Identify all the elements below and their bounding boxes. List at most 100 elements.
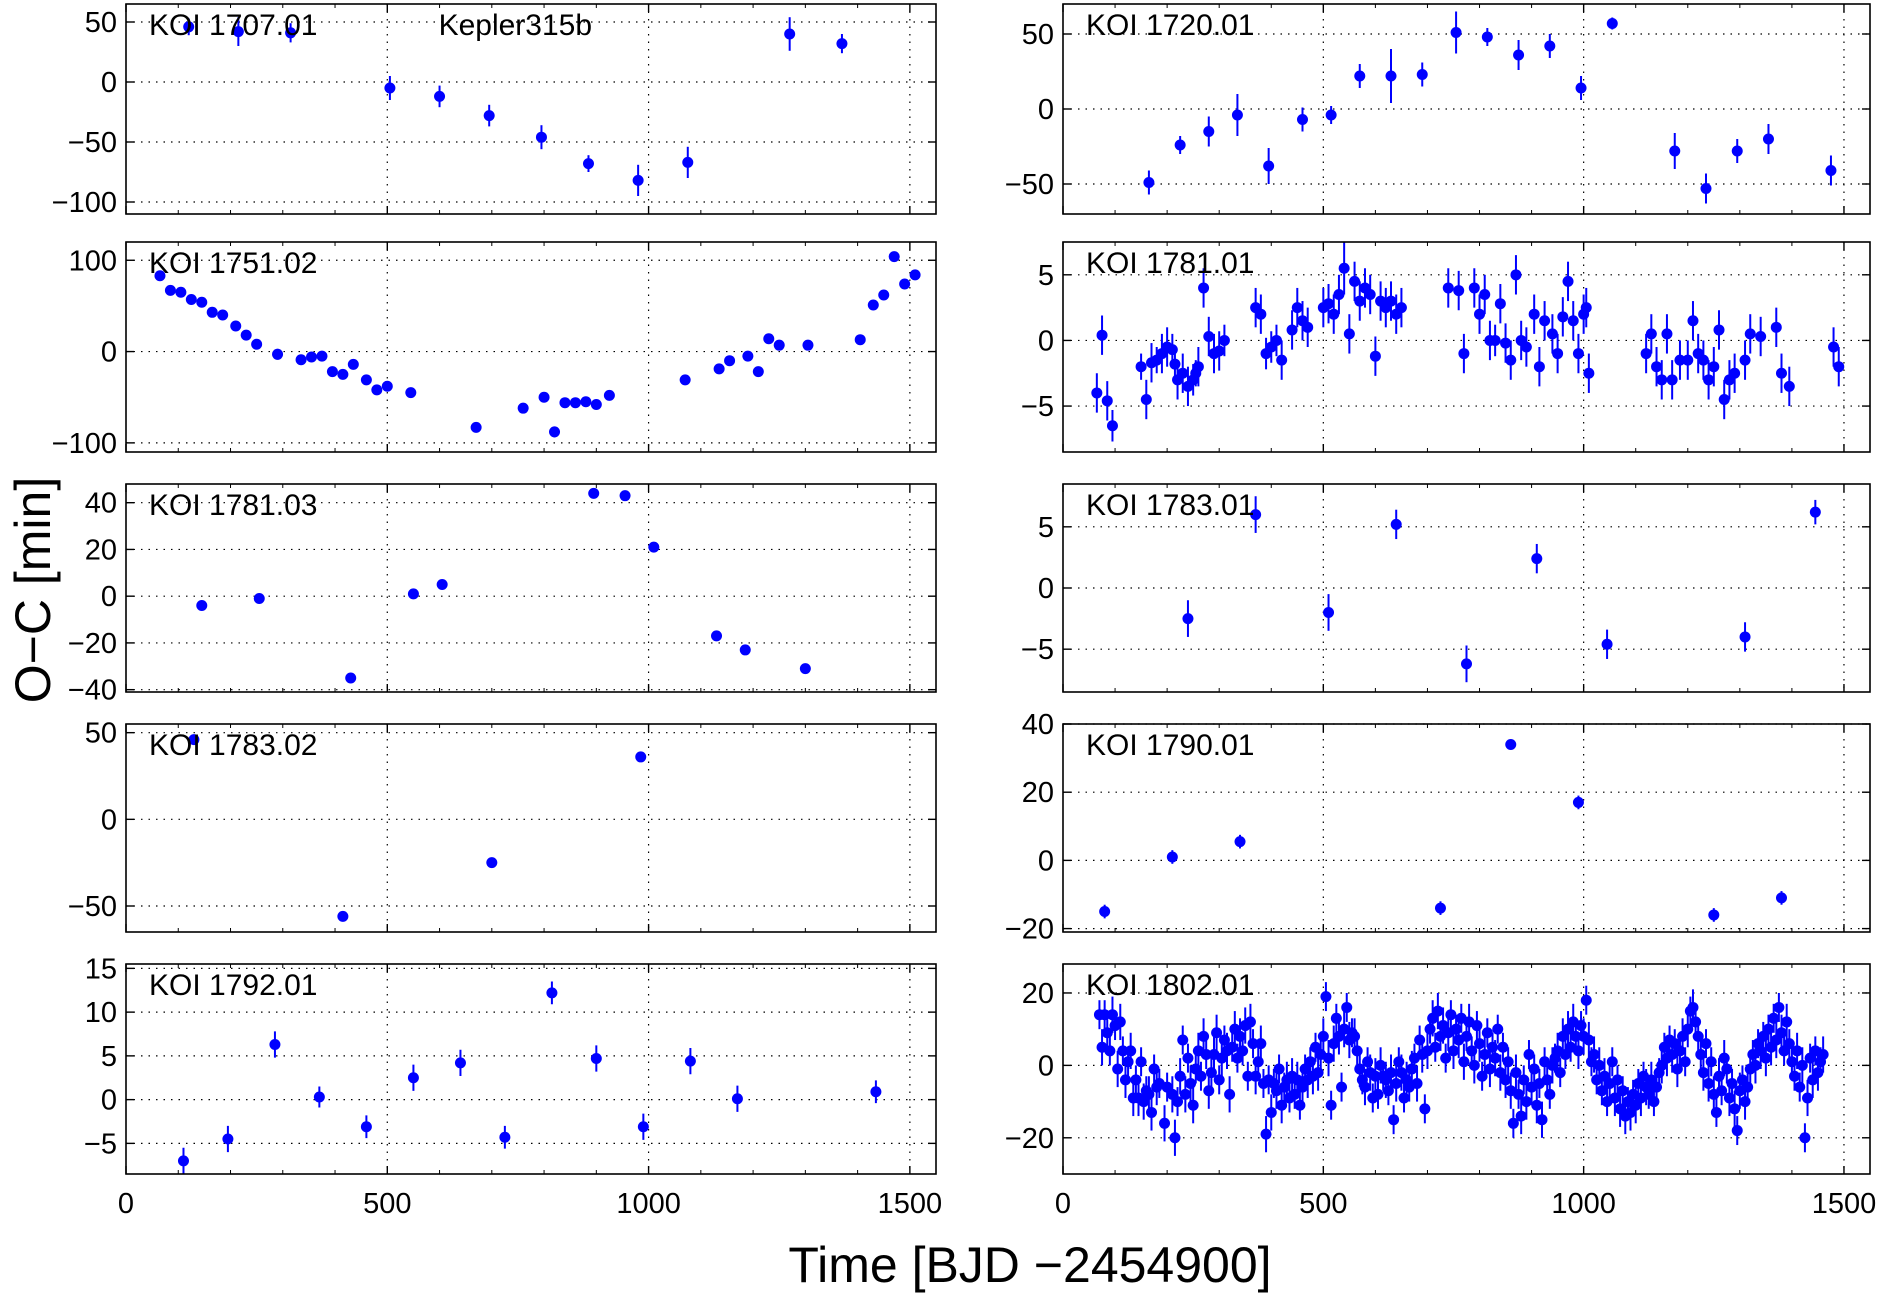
x-tick-label: 1500 <box>878 1188 943 1220</box>
data-point <box>1648 1096 1660 1108</box>
data-point <box>1224 1088 1236 1100</box>
data-point <box>1606 1056 1618 1068</box>
data-point <box>407 1072 419 1084</box>
data-point <box>1481 1027 1493 1039</box>
data-point <box>1507 1117 1519 1129</box>
data-point <box>1174 1070 1186 1082</box>
data-point <box>1794 1081 1806 1093</box>
data-point <box>1187 1099 1199 1111</box>
data-point <box>1552 348 1564 360</box>
data-point <box>434 90 446 102</box>
data-point <box>1291 302 1303 314</box>
data-point <box>1739 631 1751 643</box>
data-point <box>1713 324 1725 336</box>
data-point <box>1359 1081 1371 1093</box>
data-point <box>1580 994 1592 1006</box>
data-point <box>1739 1096 1751 1108</box>
y-tick-label: 0 <box>1038 845 1054 877</box>
x-tick-label: 500 <box>1299 1188 1347 1220</box>
data-point <box>1783 380 1795 392</box>
data-point <box>1354 295 1366 307</box>
data-point <box>1146 1106 1158 1118</box>
data-point <box>1101 395 1113 407</box>
data-point <box>164 284 176 296</box>
y-tick-label: −5 <box>84 1128 117 1160</box>
data-point <box>1802 1092 1814 1104</box>
data-point <box>909 269 921 281</box>
data-point <box>483 110 495 122</box>
data-point <box>1320 991 1332 1003</box>
data-point <box>1166 344 1178 356</box>
data-point <box>752 366 764 378</box>
data-point <box>188 734 200 746</box>
data-point <box>1541 1074 1553 1086</box>
data-point <box>1760 1052 1772 1064</box>
data-point <box>337 910 349 922</box>
data-point <box>1130 1074 1142 1086</box>
data-point <box>1148 1063 1160 1075</box>
data-point <box>1762 133 1774 145</box>
data-point <box>1554 1067 1566 1079</box>
data-point <box>486 857 498 869</box>
y-tick-label: −100 <box>52 428 117 460</box>
data-point <box>1775 1027 1787 1039</box>
data-point <box>867 299 879 311</box>
data-point <box>1112 1063 1124 1075</box>
data-point <box>251 338 263 350</box>
y-tick-label: 50 <box>1022 19 1054 51</box>
data-point <box>1166 851 1178 863</box>
data-point <box>1828 341 1840 353</box>
data-point <box>648 541 660 553</box>
data-point <box>384 82 396 94</box>
data-point <box>1177 367 1189 379</box>
data-point <box>1742 1081 1754 1093</box>
data-point <box>1617 1085 1629 1097</box>
data-point <box>1172 1096 1184 1108</box>
data-point <box>326 366 338 378</box>
data-point <box>1177 1034 1189 1046</box>
data-point <box>1349 275 1361 287</box>
data-point <box>1354 70 1366 82</box>
data-point <box>1695 1049 1707 1061</box>
data-point <box>1781 1016 1793 1028</box>
data-point <box>1461 1030 1472 1042</box>
y-tick-label: 50 <box>85 7 117 39</box>
data-point <box>517 402 529 414</box>
data-point <box>1330 1012 1342 1024</box>
data-point <box>1679 1056 1691 1068</box>
data-point <box>1562 275 1574 287</box>
data-point <box>1500 337 1512 349</box>
data-point <box>1536 1114 1548 1126</box>
data-point <box>1789 1070 1801 1082</box>
data-point <box>590 399 602 411</box>
data-point <box>1513 1088 1525 1100</box>
data-point <box>253 593 265 605</box>
data-point <box>1729 367 1741 379</box>
data-point <box>1323 606 1335 618</box>
data-point <box>1687 315 1699 327</box>
y-tick-label: 0 <box>101 67 117 99</box>
y-tick-label: −5 <box>1021 391 1054 423</box>
data-point <box>1510 1067 1522 1079</box>
data-point <box>1575 82 1587 94</box>
data-point <box>1651 361 1663 373</box>
y-tick-label: 50 <box>85 718 117 750</box>
data-point <box>619 490 631 502</box>
data-point <box>784 28 796 40</box>
y-tick-label: −40 <box>68 675 117 707</box>
data-point <box>295 354 307 366</box>
data-point <box>1674 1045 1686 1057</box>
panel-label: KOI 1720.01 <box>1086 9 1254 42</box>
y-tick-label: −20 <box>1005 914 1054 946</box>
y-tick-label: 0 <box>101 337 117 369</box>
data-point <box>1450 1023 1462 1035</box>
data-point <box>1609 1092 1621 1104</box>
data-point <box>1489 1052 1501 1064</box>
data-point <box>1775 892 1787 904</box>
data-point <box>1520 341 1532 353</box>
data-point <box>1531 1099 1543 1111</box>
data-point <box>1692 1030 1704 1042</box>
data-point <box>1333 289 1345 300</box>
data-point <box>232 26 244 38</box>
data-point <box>1117 1045 1129 1057</box>
